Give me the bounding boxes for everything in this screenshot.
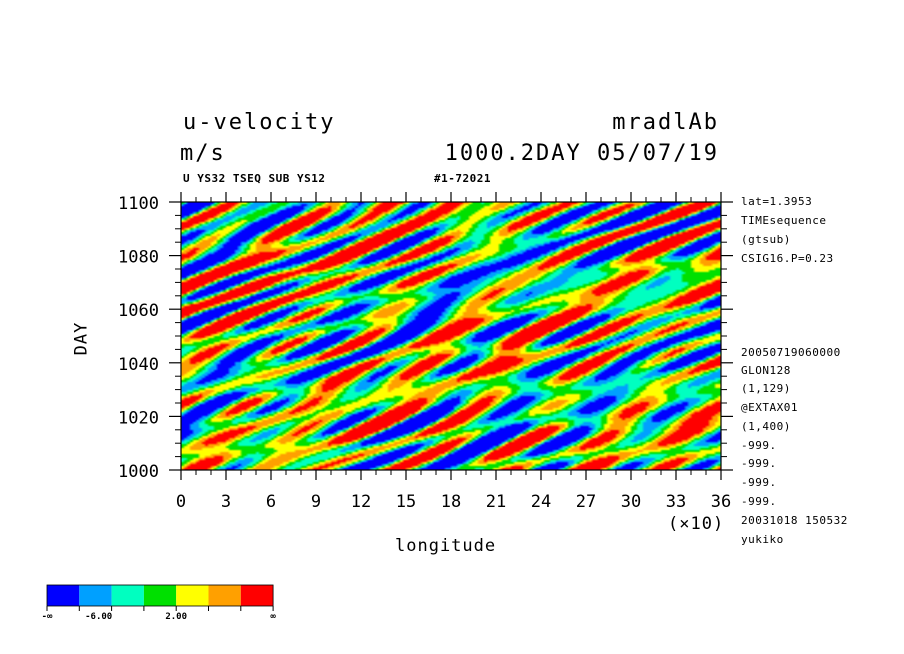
x-tick-label: 24: [531, 492, 551, 512]
x-tick-label: 21: [486, 492, 506, 512]
x-tick-label: 33: [666, 492, 686, 512]
side-info-line: (1,400): [741, 420, 791, 433]
colorbar-frame: [46, 584, 274, 607]
y-tick-label: 1020: [118, 408, 159, 428]
colorbar-label: -6.00: [85, 612, 112, 622]
x-tick-label: 15: [396, 492, 416, 512]
side-info-line: yukiko: [741, 533, 784, 546]
side-info-line: -999.: [741, 495, 777, 508]
side-info-line: @EXTAX01: [741, 401, 798, 414]
side-info-line: 20031018 150532: [741, 514, 848, 527]
x-tick-label: 36: [711, 492, 731, 512]
side-info-line: CSIG16.P=0.23: [741, 252, 834, 265]
y-tick-label: 1080: [118, 248, 159, 268]
title-variable: u-velocity: [183, 110, 336, 135]
title-level-date: 1000.2DAY 05/07/19: [444, 141, 719, 166]
side-info-line: -999.: [741, 476, 777, 489]
colorbar-label: 2.00: [165, 612, 187, 622]
y-tick-label: 1100: [118, 194, 159, 214]
side-info-line: GLON128: [741, 364, 791, 377]
x-tick-label: 30: [621, 492, 641, 512]
x-axis-label: longitude: [395, 536, 497, 556]
x-tick-label: 12: [351, 492, 371, 512]
colorbar-swatch: [143, 585, 177, 606]
colorbar-swatch: [240, 585, 274, 606]
side-info-line: -999.: [741, 457, 777, 470]
title-units: m/s: [180, 141, 226, 166]
side-info-line: 20050719060000: [741, 346, 841, 359]
x-tick-label: 6: [266, 492, 276, 512]
title-experiment: mradlAb: [612, 110, 719, 135]
subtitle-run-id: #1-72021: [434, 172, 491, 185]
heatmap-field: [181, 202, 721, 470]
x-axis-multiplier: (×10): [668, 514, 725, 534]
colorbar-label: -∞: [42, 612, 53, 622]
y-tick-label: 1040: [118, 355, 159, 375]
colorbar-swatch: [79, 585, 112, 606]
side-info-line: (1,129): [741, 382, 791, 395]
x-tick-label: 18: [441, 492, 461, 512]
side-info-line: -999.: [741, 439, 777, 452]
colorbar-label: ∞: [270, 612, 276, 622]
x-tick-label: 9: [311, 492, 321, 512]
colorbar-swatch: [176, 585, 209, 606]
y-tick-label: 1000: [118, 462, 159, 482]
y-tick-label: 1060: [118, 301, 159, 321]
x-tick-label: 3: [221, 492, 231, 512]
side-info-line: lat=1.3953: [741, 195, 813, 208]
colorbar-swatch: [47, 585, 80, 606]
colorbar-swatch: [111, 585, 144, 606]
x-tick-label: 0: [176, 492, 186, 512]
side-info-line: TIMEsequence: [741, 214, 827, 227]
side-info-line: (gtsub): [741, 233, 791, 246]
x-tick-label: 27: [576, 492, 596, 512]
colorbar-swatch: [208, 585, 241, 606]
subtitle-data-id: U YS32 TSEQ SUB YS12: [183, 172, 326, 185]
